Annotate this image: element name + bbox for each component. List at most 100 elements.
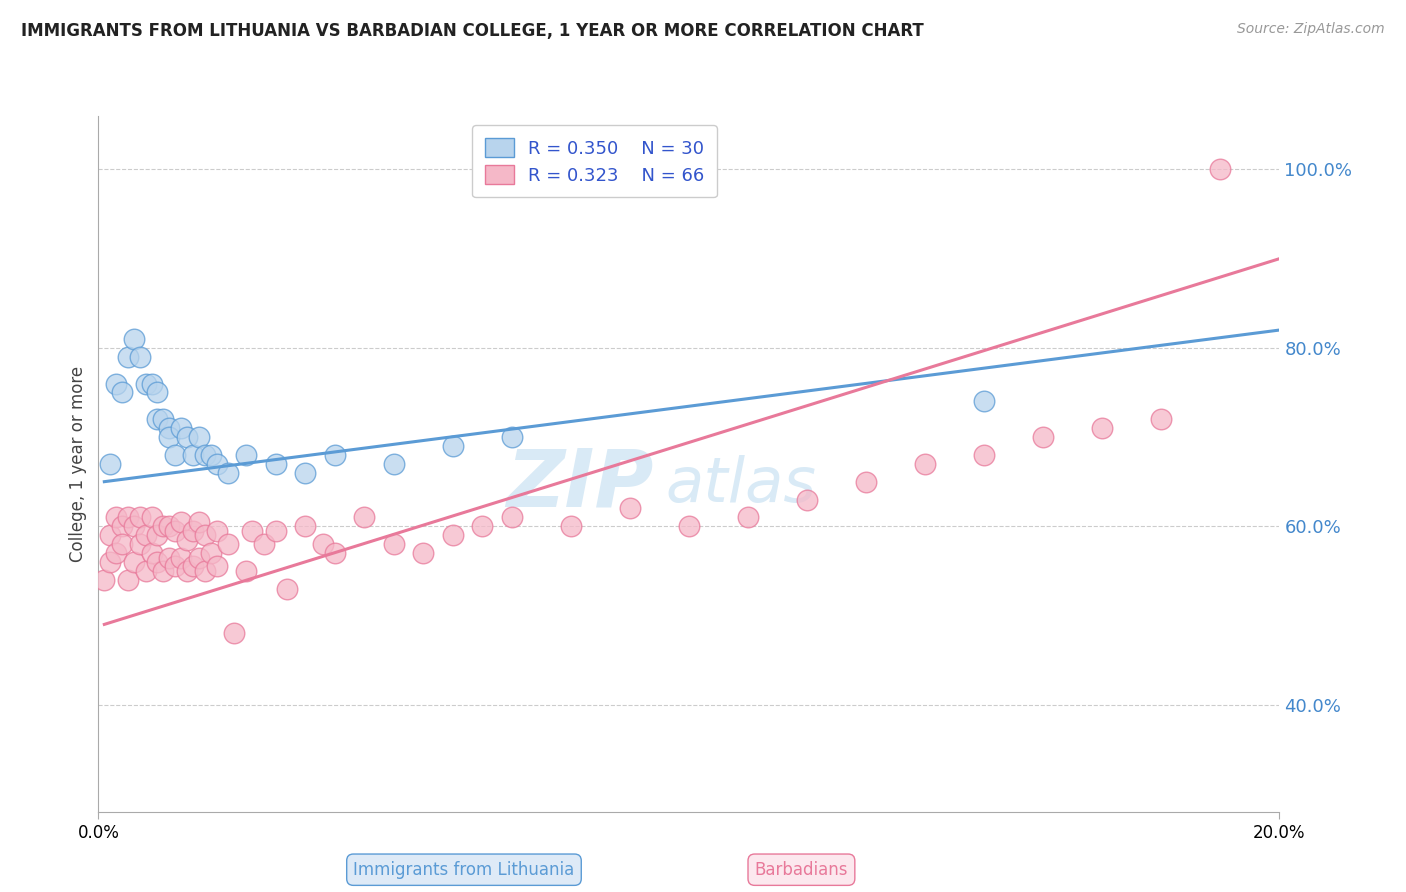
Point <box>294 519 316 533</box>
Point <box>323 546 346 560</box>
Point <box>194 528 217 542</box>
Point <box>441 439 464 453</box>
Point <box>122 555 145 569</box>
Point <box>117 573 139 587</box>
Point <box>111 519 134 533</box>
Point <box>146 385 169 400</box>
Point <box>312 537 335 551</box>
Point <box>181 559 204 574</box>
Point <box>973 394 995 409</box>
Point <box>176 564 198 578</box>
Point <box>1209 162 1232 177</box>
Text: Source: ZipAtlas.com: Source: ZipAtlas.com <box>1237 22 1385 37</box>
Point <box>1150 412 1173 426</box>
Point <box>146 412 169 426</box>
Point <box>165 448 187 462</box>
Point <box>187 550 209 565</box>
Point <box>128 510 150 524</box>
Point <box>141 376 163 391</box>
Point <box>737 510 759 524</box>
Point <box>128 537 150 551</box>
Point <box>135 564 157 578</box>
Point <box>235 564 257 578</box>
Point <box>200 448 222 462</box>
Point <box>973 448 995 462</box>
Point <box>152 564 174 578</box>
Point <box>217 466 239 480</box>
Point <box>122 332 145 346</box>
Point <box>170 550 193 565</box>
Point <box>117 510 139 524</box>
Point <box>122 519 145 533</box>
Point <box>105 546 128 560</box>
Point <box>471 519 494 533</box>
Point <box>187 430 209 444</box>
Point <box>111 385 134 400</box>
Point <box>93 573 115 587</box>
Point <box>187 515 209 529</box>
Point <box>181 524 204 538</box>
Point <box>1091 421 1114 435</box>
Point <box>276 582 298 596</box>
Point <box>105 510 128 524</box>
Point <box>205 457 228 471</box>
Point <box>170 515 193 529</box>
Point <box>224 626 246 640</box>
Point <box>678 519 700 533</box>
Y-axis label: College, 1 year or more: College, 1 year or more <box>69 366 87 562</box>
Point <box>235 448 257 462</box>
Point <box>111 537 134 551</box>
Legend: R = 0.350    N = 30, R = 0.323    N = 66: R = 0.350 N = 30, R = 0.323 N = 66 <box>472 125 717 197</box>
Point <box>217 537 239 551</box>
Point <box>98 528 121 542</box>
Point <box>157 421 180 435</box>
Text: Immigrants from Lithuania: Immigrants from Lithuania <box>353 861 575 879</box>
Point <box>353 510 375 524</box>
Point <box>796 492 818 507</box>
Point <box>152 412 174 426</box>
Point <box>205 559 228 574</box>
Point <box>501 430 523 444</box>
Point <box>146 528 169 542</box>
Point <box>240 524 263 538</box>
Point <box>105 376 128 391</box>
Point <box>382 537 405 551</box>
Point <box>170 421 193 435</box>
Point <box>323 448 346 462</box>
Point <box>205 524 228 538</box>
Point <box>194 564 217 578</box>
Point <box>855 475 877 489</box>
Point <box>152 519 174 533</box>
Point <box>294 466 316 480</box>
Text: ZIP: ZIP <box>506 446 654 524</box>
Point <box>117 350 139 364</box>
Point <box>135 376 157 391</box>
Point <box>501 510 523 524</box>
Point <box>264 457 287 471</box>
Point <box>141 546 163 560</box>
Point <box>194 448 217 462</box>
Point <box>619 501 641 516</box>
Point <box>264 524 287 538</box>
Point <box>165 559 187 574</box>
Point <box>200 546 222 560</box>
Point <box>165 524 187 538</box>
Point <box>157 430 180 444</box>
Point <box>914 457 936 471</box>
Point <box>412 546 434 560</box>
Text: atlas: atlas <box>665 455 817 515</box>
Point <box>98 555 121 569</box>
Text: IMMIGRANTS FROM LITHUANIA VS BARBADIAN COLLEGE, 1 YEAR OR MORE CORRELATION CHART: IMMIGRANTS FROM LITHUANIA VS BARBADIAN C… <box>21 22 924 40</box>
Point <box>157 519 180 533</box>
Point <box>181 448 204 462</box>
Point <box>98 457 121 471</box>
Point <box>253 537 276 551</box>
Point <box>382 457 405 471</box>
Point <box>146 555 169 569</box>
Text: Barbadians: Barbadians <box>755 861 848 879</box>
Point <box>176 430 198 444</box>
Point <box>128 350 150 364</box>
Point <box>1032 430 1054 444</box>
Point <box>157 550 180 565</box>
Point <box>141 510 163 524</box>
